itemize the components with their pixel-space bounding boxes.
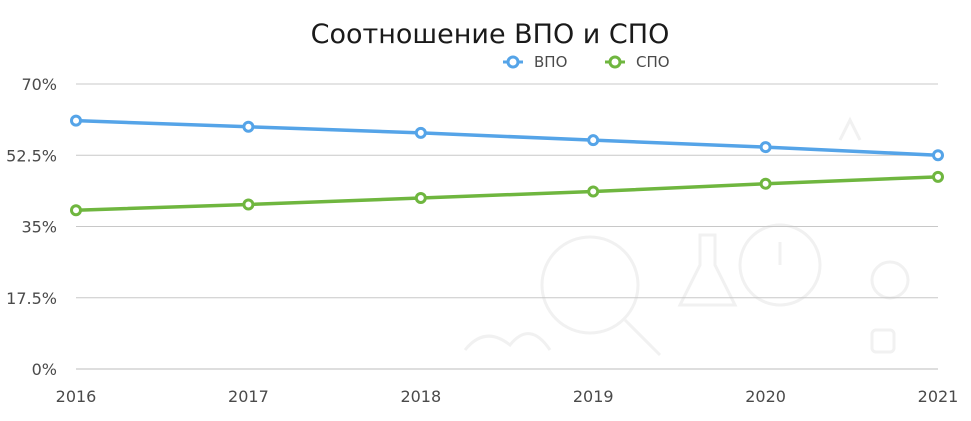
y-tick-label: 0% <box>32 360 57 379</box>
data-point-vpo <box>70 114 82 127</box>
y-tick-label: 52.5% <box>6 146 57 165</box>
decor-clock-icon <box>738 223 822 307</box>
decor-magnifier-handle <box>623 318 662 357</box>
data-point-spo <box>70 204 82 217</box>
series-line-vpo <box>74 118 940 157</box>
legend-item-vpo[interactable]: ВПО <box>503 53 567 71</box>
x-tick-label: 2016 <box>56 387 97 406</box>
decor-magnifier-icon <box>540 235 640 335</box>
data-point-vpo <box>587 134 600 147</box>
decor-sun-icon <box>838 116 862 141</box>
series-line-spo <box>74 175 940 212</box>
y-tick-label: 70% <box>21 75 57 94</box>
x-axis-ticks: 2016 2017 2018 2019 2020 2021 <box>56 387 959 406</box>
x-tick-label: 2020 <box>745 387 786 406</box>
x-tick-label: 2018 <box>400 387 441 406</box>
data-point-spo <box>414 192 427 204</box>
x-tick-label: 2019 <box>573 387 614 406</box>
decor-cloud-icon <box>463 332 552 351</box>
legend-item-spo[interactable]: СПО <box>605 53 670 71</box>
decor-box-icon <box>870 328 896 354</box>
data-point-spo <box>759 177 772 190</box>
legend-marker-vpo <box>506 55 520 69</box>
legend-label-spo: СПО <box>636 53 670 71</box>
y-axis-ticks: 70% 52.5% 35% 17.5% 0% <box>6 75 57 379</box>
y-tick-label: 17.5% <box>6 289 57 308</box>
series-layer <box>70 114 944 217</box>
chart-title: Соотношение ВПО и СПО <box>311 19 670 50</box>
data-point-vpo <box>759 141 772 154</box>
data-point-spo <box>932 170 944 183</box>
data-point-vpo <box>932 149 944 162</box>
data-point-vpo <box>242 120 255 133</box>
data-point-vpo <box>414 126 427 139</box>
legend: ВПО СПО <box>503 53 670 71</box>
data-point-spo <box>242 198 255 211</box>
grid <box>76 83 938 370</box>
x-tick-label: 2017 <box>228 387 269 406</box>
data-point-spo <box>587 185 600 198</box>
legend-label-vpo: ВПО <box>534 53 567 71</box>
x-tick-label: 2021 <box>918 387 959 406</box>
y-tick-label: 35% <box>21 218 57 237</box>
decor-apple-icon <box>870 260 910 300</box>
legend-marker-spo <box>608 55 622 69</box>
decor-flask-icon <box>677 233 738 307</box>
